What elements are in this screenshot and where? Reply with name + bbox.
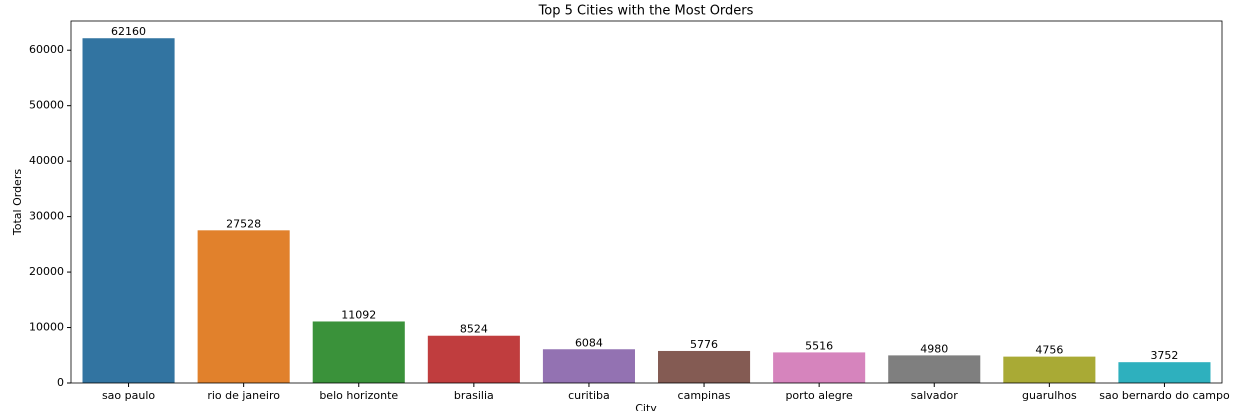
bar [197,230,290,383]
x-tick-label: porto alegre [785,389,853,402]
bar [82,38,175,383]
x-tick-label: brasilia [454,389,494,402]
data-label: 5776 [690,338,718,351]
bar [427,335,520,383]
y-tick-label: 40000 [29,154,64,167]
bar [1003,356,1096,383]
bar [773,352,866,383]
x-tick-label: campinas [678,389,731,402]
y-tick-label: 60000 [29,43,64,56]
bar [888,355,981,383]
x-tick-label: curitiba [568,389,610,402]
y-tick-label: 50000 [29,99,64,112]
y-tick-label: 30000 [29,210,64,223]
plot-frame [70,20,1223,384]
x-tick-label: salvador [911,389,958,402]
bar [1118,362,1211,383]
x-axis-label: City [635,402,657,411]
x-tick-label: rio de janeiro [207,389,280,402]
data-label: 11092 [341,308,376,321]
y-axis-label: Total Orders [11,169,24,236]
data-label: 4756 [1035,344,1063,357]
bar [658,350,751,383]
y-tick-label: 10000 [29,321,64,334]
x-tick-label: guarulhos [1022,389,1077,402]
data-label: 27528 [226,217,261,230]
x-tick-label: sao paulo [102,389,155,402]
x-tick-label: belo horizonte [319,389,398,402]
chart-title: Top 5 Cities with the Most Orders [538,4,754,19]
data-label: 5516 [805,339,833,352]
bar [312,321,405,383]
data-label: 4980 [920,342,948,355]
y-tick-label: 0 [57,376,64,389]
x-tick-label: sao bernardo do campo [1099,389,1230,402]
data-label: 6084 [575,336,603,349]
data-label: 62160 [111,25,146,38]
bar [542,349,635,383]
data-label: 3752 [1150,349,1178,362]
data-label: 8524 [460,323,488,336]
y-tick-label: 20000 [29,265,64,278]
